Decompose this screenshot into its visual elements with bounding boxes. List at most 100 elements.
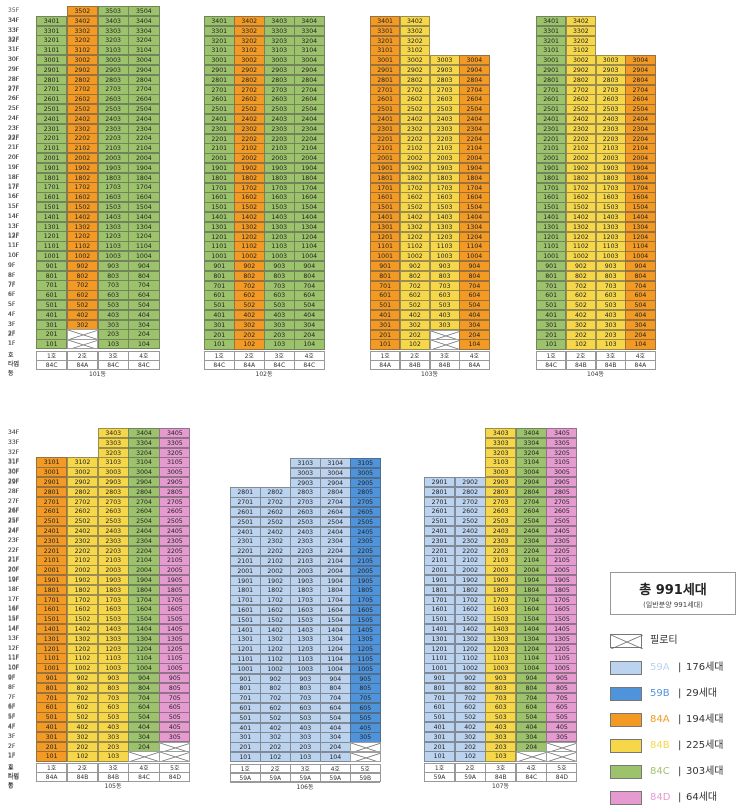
unit-cell: 1804	[320, 585, 351, 596]
unit-cell: 2503	[264, 104, 295, 115]
floor-label: 26F	[8, 508, 20, 515]
ho-label: 호	[8, 352, 14, 359]
unit-cell: 2104	[625, 143, 656, 154]
unit-cell: 1601	[424, 604, 456, 615]
unit-cell: 302	[66, 731, 99, 743]
unit-cell: 2504	[625, 104, 656, 115]
unit-cell: 1801	[36, 584, 68, 596]
floor-label: 11F	[8, 242, 20, 250]
unit-cell: 2705	[546, 496, 578, 507]
unit-cell: 401	[204, 310, 235, 321]
ho-label: 호	[8, 764, 14, 772]
unit-cell: 2502	[454, 516, 486, 527]
unit-cell: 1103	[264, 241, 295, 252]
floor-label: 28F	[8, 488, 20, 496]
unit-cell: 2804	[459, 74, 490, 86]
unit-cell: 1204	[320, 644, 351, 655]
unit-cell: 1302	[260, 634, 291, 645]
legend-separator: |	[678, 662, 682, 673]
unit-cell: 3304	[515, 437, 547, 449]
unit-cell: 1805	[546, 584, 578, 596]
unit-cell: 1304	[625, 221, 656, 233]
unit-cell: 2703	[485, 496, 517, 507]
unit-cell: 2304	[515, 535, 547, 547]
floor-label: 18F	[8, 585, 20, 593]
legend-swatch	[610, 765, 642, 779]
unit-cell: 602	[454, 702, 486, 713]
floor-label: 9F	[8, 674, 16, 682]
unit-cell: 2703	[595, 84, 626, 95]
unit-cell: 2304	[320, 536, 351, 547]
unit-cell: 2102	[66, 143, 98, 154]
floor-label: 27F	[8, 85, 20, 93]
unit-cell: 903	[264, 261, 295, 272]
unit-cell: 2502	[399, 104, 430, 115]
floor-label: 3F	[8, 320, 16, 328]
unit-cell: 204	[320, 742, 351, 753]
unit-cell: 3202	[66, 35, 98, 46]
unit-cell: 3302	[565, 25, 596, 37]
unit-cell: 2501	[36, 104, 68, 115]
legend-item-84C: 84C | 303세대	[610, 765, 736, 779]
unit-cell: 2004	[515, 565, 547, 576]
legend-swatch	[610, 713, 642, 727]
unit-cell: 2903	[595, 65, 626, 76]
floor-label: 6F	[8, 291, 16, 299]
unit-cell: 2003	[485, 565, 517, 576]
unit-cell: 2302	[399, 123, 430, 135]
legend-swatch	[610, 739, 642, 753]
unit-cell: 3204	[128, 35, 160, 46]
unit-cell: 2003	[264, 153, 295, 164]
unit-cell: 2103	[429, 143, 460, 154]
unit-cell: 2505	[350, 516, 381, 528]
unit-cell: 1401	[370, 212, 401, 223]
floor-label: 3F	[8, 320, 16, 328]
floor-label: 5F	[8, 301, 16, 309]
unit-cell: 1401	[204, 212, 235, 223]
unit-cell: 403	[290, 722, 321, 733]
unit-cell: 2204	[128, 133, 160, 144]
unit-cell: 2603	[290, 507, 321, 518]
unit-cell: 2801	[204, 74, 235, 86]
unit-cell: 803	[290, 683, 321, 694]
unit-cell: 703	[264, 280, 295, 291]
unit-cell: 1602	[66, 192, 98, 203]
unit-cell: 2401	[36, 113, 68, 125]
unit-cell: 704	[320, 693, 351, 704]
floor-label: 1F	[8, 340, 16, 348]
floor-label: 4F	[8, 311, 16, 318]
unit-cell: 604	[128, 702, 160, 713]
unit-cell: 2103	[485, 555, 517, 566]
unit-cell: 2501	[204, 104, 235, 115]
unit-cell: 3102	[234, 45, 265, 56]
unit-cell: 803	[595, 270, 626, 282]
unit-cell: 2701	[370, 84, 401, 95]
unit-cell: 703	[485, 692, 517, 703]
unit-cell: 1003	[97, 663, 129, 674]
unit-cell: 904	[320, 673, 351, 684]
legend-item-59B: 59B | 29세대	[610, 687, 736, 701]
unit-cell: 2604	[128, 94, 160, 105]
floor-label: 8F	[8, 271, 16, 279]
unit-cell: 303	[97, 319, 129, 330]
floor-label: 3F	[8, 320, 16, 328]
unit-cell: 504	[128, 300, 160, 311]
floor-label: 25F	[8, 105, 20, 113]
unit-cell: 1202	[260, 644, 291, 655]
unit-cell: 1201	[370, 231, 401, 242]
floor-label: 10F	[8, 252, 20, 260]
unit-cell: 703	[97, 692, 129, 703]
unit-cell: 1603	[485, 604, 517, 615]
unit-cell: 2305	[350, 536, 381, 547]
unit-cell: 3005	[159, 467, 191, 478]
unit-cell: 1405	[159, 624, 191, 635]
unit-cell: 2704	[320, 497, 351, 508]
unit-cell: 3102	[565, 45, 596, 56]
unit-cell: 801	[230, 683, 261, 694]
unit-cell: 805	[546, 682, 578, 694]
unit-cell: 3403	[264, 16, 295, 27]
floor-label: 17F	[8, 595, 20, 603]
unit-cell: 504	[625, 300, 656, 311]
floor-label: 5F	[8, 713, 16, 721]
unit-cell: 1604	[625, 192, 656, 203]
